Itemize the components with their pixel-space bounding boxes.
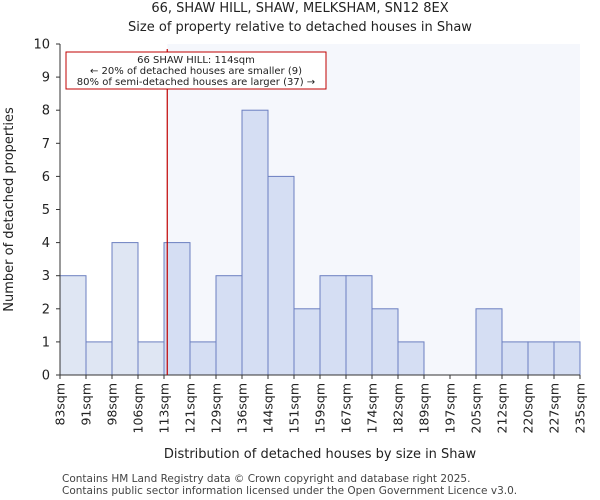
annotation-line-2: ← 20% of detached houses are smaller (9)	[90, 66, 302, 77]
histogram-bar	[85, 341, 113, 376]
annotation-line-3: 80% of semi-detached houses are larger (…	[77, 77, 315, 88]
y-tick-label: 6	[42, 170, 50, 185]
x-tick-label: 136sqm	[235, 383, 250, 433]
histogram-bar	[241, 109, 269, 376]
footer-line-1: Contains HM Land Registry data © Crown c…	[62, 473, 471, 485]
x-tick-label: 220sqm	[521, 383, 536, 433]
footer-line-2: Contains public sector information licen…	[62, 485, 518, 497]
x-tick-label: 106sqm	[131, 383, 146, 433]
histogram-bar	[59, 275, 87, 376]
x-tick-label: 182sqm	[391, 383, 406, 433]
y-tick-label: 1	[42, 335, 50, 350]
x-axis-title: Distribution of detached houses by size …	[164, 447, 477, 462]
x-tick-label: 174sqm	[365, 383, 380, 433]
x-tick-label: 235sqm	[573, 383, 588, 433]
histogram-bar	[267, 175, 295, 376]
histogram-bar	[371, 308, 399, 376]
y-tick-label: 7	[42, 137, 50, 152]
x-tick-label: 144sqm	[261, 383, 276, 433]
histogram-bar	[527, 341, 555, 376]
y-tick-label: 8	[42, 104, 50, 119]
y-tick-label: 3	[42, 269, 50, 284]
x-tick-label: 189sqm	[417, 383, 432, 433]
histogram-bar	[345, 275, 373, 376]
histogram-bar	[475, 308, 503, 376]
chart-subtitle: Size of property relative to detached ho…	[128, 20, 472, 35]
histogram-bar	[137, 341, 165, 376]
x-tick-label: 129sqm	[209, 383, 224, 433]
histogram-chart: 0 1 2 3 4 5 6 7 8 9 10 83sqm 91sqm 98sqm 106sqm 113sqm 1…	[2, 38, 588, 463]
y-tick-label: 5	[42, 203, 50, 218]
x-tick-label: 205sqm	[469, 383, 484, 433]
x-tick-label: 121sqm	[183, 383, 198, 433]
y-tick-label: 9	[42, 71, 50, 86]
histogram-bar	[189, 341, 217, 376]
y-tick-label: 4	[42, 236, 50, 251]
histogram-bar	[553, 341, 581, 376]
x-tick-label: 159sqm	[313, 383, 328, 433]
x-tick-label: 98sqm	[105, 383, 120, 426]
y-tick-label: 2	[42, 302, 50, 317]
histogram-bar	[215, 275, 243, 376]
y-tick-label: 10	[33, 38, 50, 53]
chart-title: 66, SHAW HILL, SHAW, MELKSHAM, SN12 8EX	[151, 1, 449, 16]
histogram-bar	[397, 341, 425, 376]
x-tick-label: 83sqm	[53, 383, 68, 426]
histogram-bar	[163, 242, 191, 376]
x-tick-label: 212sqm	[495, 383, 510, 433]
histogram-bar	[111, 242, 139, 376]
x-tick-label: 113sqm	[157, 383, 172, 433]
histogram-bar	[293, 308, 321, 376]
x-tick-label: 151sqm	[287, 383, 302, 433]
histogram-bar	[501, 341, 529, 376]
x-tick-label: 167sqm	[339, 383, 354, 433]
annotation-line-1: 66 SHAW HILL: 114sqm	[137, 55, 255, 66]
x-tick-label: 91sqm	[79, 383, 94, 426]
annotation-box	[65, 51, 327, 90]
y-axis-title: Number of detached properties	[2, 107, 17, 312]
y-tick-label: 0	[42, 369, 50, 384]
histogram-bar	[319, 275, 347, 376]
x-tick-label: 197sqm	[443, 383, 458, 433]
x-tick-label: 227sqm	[547, 383, 562, 433]
